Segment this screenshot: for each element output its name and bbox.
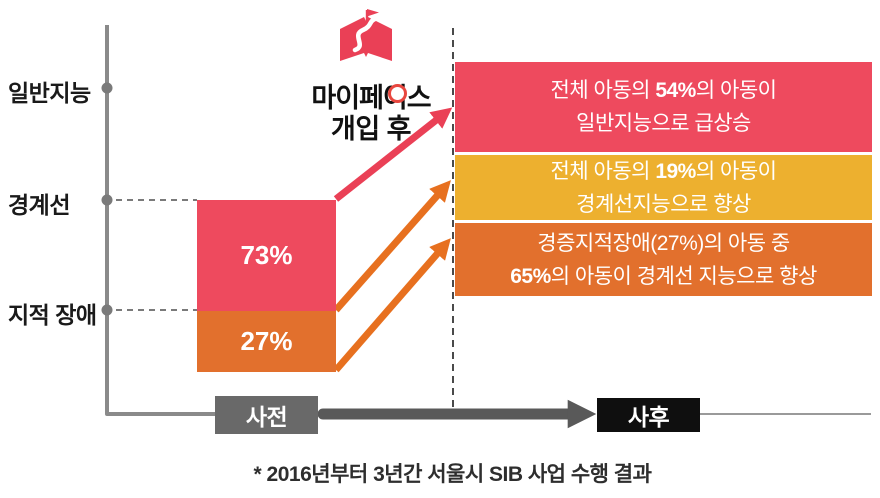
y-label-borderline: 경계선	[8, 192, 70, 218]
outcome-line: 경계선지능으로 향상	[576, 192, 751, 216]
timeline-after-badge: 사후	[597, 398, 700, 432]
axis-dot-disability	[101, 304, 113, 316]
outcome-box-borderline: 전체 아동의 19%의 아동이 경계선지능으로 향상	[455, 155, 872, 220]
outcome-line: 전체 아동의 54%의 아동이	[550, 79, 777, 102]
pre-bar-segment-73: 73%	[197, 200, 336, 311]
myface-book-flag-icon	[340, 9, 392, 61]
timeline-before-badge: 사전	[215, 396, 318, 434]
outcome-line: 전체 아동의 19%의 아동이	[550, 159, 777, 183]
axis-dot-borderline	[101, 194, 113, 206]
y-axis-line	[105, 25, 218, 416]
axis-dot-general	[101, 82, 113, 94]
after-label: 사후	[627, 404, 670, 430]
footnote: * 2016년부터 3년간 서울시 SIB 사업 수행 결과	[253, 463, 652, 486]
arrow-to-borderline	[333, 180, 451, 313]
brand-name: 마이페이스	[311, 83, 431, 113]
face-ring-accent-icon	[388, 84, 407, 103]
before-label: 사전	[245, 404, 288, 430]
y-label-general-intelligence: 일반지능	[8, 80, 91, 106]
pre-bar-top-value: 73%	[240, 240, 293, 270]
outcome-box-general-intelligence: 전체 아동의 54%의 아동이 일반지능으로 급상승	[455, 62, 872, 152]
arrow-to-general-intelligence	[333, 107, 453, 202]
outcome-line: 일반지능으로 급상승	[576, 112, 751, 135]
pre-bar-bottom-value: 27%	[240, 326, 293, 356]
intervention-caption: 개입 후	[330, 114, 412, 144]
arrow-disability-to-borderline	[333, 238, 451, 373]
outcome-line: 65%의 아동이 경계선 지능으로 향상	[510, 264, 817, 288]
pre-bar-segment-27: 27%	[197, 311, 336, 372]
outcome-box-mild-disability: 경증지적장애(27%)의 아동 중 65%의 아동이 경계선 지능으로 향상	[455, 223, 872, 296]
outcome-line: 경증지적장애(27%)의 아동 중	[537, 231, 790, 255]
y-label-intellectual-disability: 지적 장애	[8, 302, 97, 328]
